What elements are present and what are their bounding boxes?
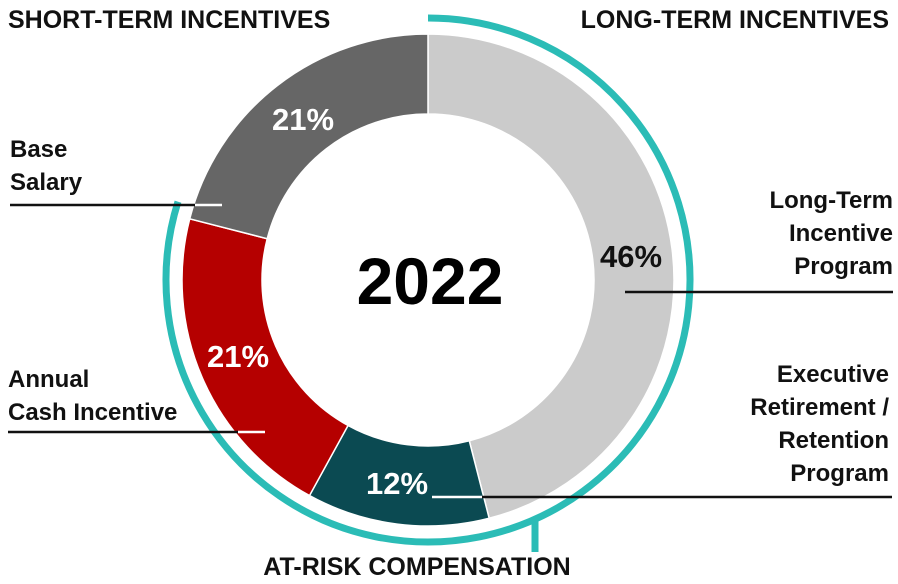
label-line: Retention (778, 427, 889, 454)
header-at-risk-compensation: AT-RISK COMPENSATION (263, 553, 570, 581)
label-line: Retirement / (750, 394, 889, 421)
label-base-salary: Base Salary (10, 136, 83, 196)
at-risk-arc (162, 14, 694, 546)
slice-long-term-incentive (427, 33, 675, 520)
slice-value-base-salary: 21% (272, 102, 334, 137)
slice-value-long-term-incentive: 46% (600, 239, 662, 274)
header-long-term-incentives: LONG-TERM INCENTIVES (581, 6, 889, 34)
label-annual-cash-incentive: Annual Cash Incentive (8, 366, 177, 426)
label-line: Long-Term (769, 187, 893, 214)
label-line: Cash Incentive (8, 399, 177, 426)
leader-lines (8, 203, 893, 499)
label-line: Base (10, 136, 67, 163)
label-line: Incentive (789, 220, 893, 247)
label-executive-retirement-program: Executive Retirement / Retention Program (750, 361, 889, 487)
at-risk-bracket (162, 14, 694, 552)
donut-slices (181, 33, 675, 527)
header-short-term-incentives: SHORT-TERM INCENTIVES (8, 6, 330, 34)
slice-base-salary (188, 33, 429, 240)
center-year: 2022 (357, 244, 504, 318)
slice-value-executive-retirement: 12% (366, 466, 428, 501)
label-line: Salary (10, 169, 83, 196)
label-line: Executive (777, 361, 889, 388)
slice-value-annual-cash-incentive: 21% (207, 339, 269, 374)
label-long-term-incentive-program: Long-Term Incentive Program (769, 187, 893, 280)
label-line: Annual (8, 366, 89, 393)
label-line: Program (794, 253, 893, 280)
label-line: Program (790, 460, 889, 487)
